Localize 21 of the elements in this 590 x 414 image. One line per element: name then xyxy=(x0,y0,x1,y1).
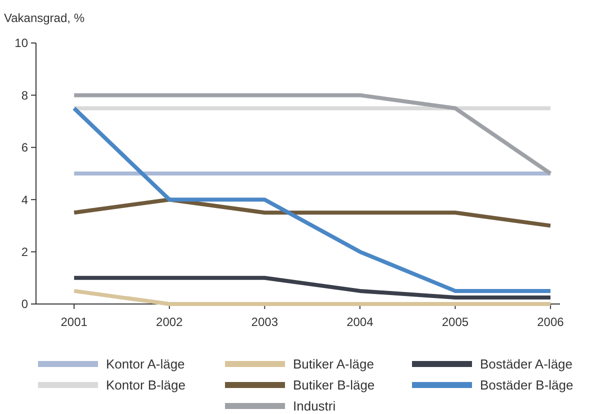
legend-label: Kontor B-läge xyxy=(106,378,186,393)
legend-label: Industri xyxy=(293,398,336,414)
y-tick-label: 2 xyxy=(21,245,28,259)
y-tick-label: 10 xyxy=(14,36,28,50)
legend-label: Bostäder B-läge xyxy=(480,378,574,393)
y-tick-label: 0 xyxy=(21,297,28,312)
y-axis-title: Vakansgrad, % xyxy=(4,11,85,25)
legend-label: Bostäder A-läge xyxy=(480,356,573,372)
legend-label: Kontor A-läge xyxy=(106,356,185,372)
y-tick-label: 8 xyxy=(21,88,28,102)
legend-label: Butiker A-läge xyxy=(293,356,374,372)
line-series xyxy=(72,106,552,293)
legend-label: Butiker B-läge xyxy=(293,378,375,393)
x-tick-label: 2001 xyxy=(60,315,88,329)
x-tick-label: 2006 xyxy=(537,315,564,329)
x-tick-label: 2004 xyxy=(346,315,374,329)
y-tick-label: 4 xyxy=(21,192,28,207)
x-tick-label: 2002 xyxy=(156,315,184,329)
y-tick-label: 6 xyxy=(21,140,28,155)
x-tick-label: 2005 xyxy=(442,315,469,329)
x-tick-label: 2003 xyxy=(251,315,278,329)
